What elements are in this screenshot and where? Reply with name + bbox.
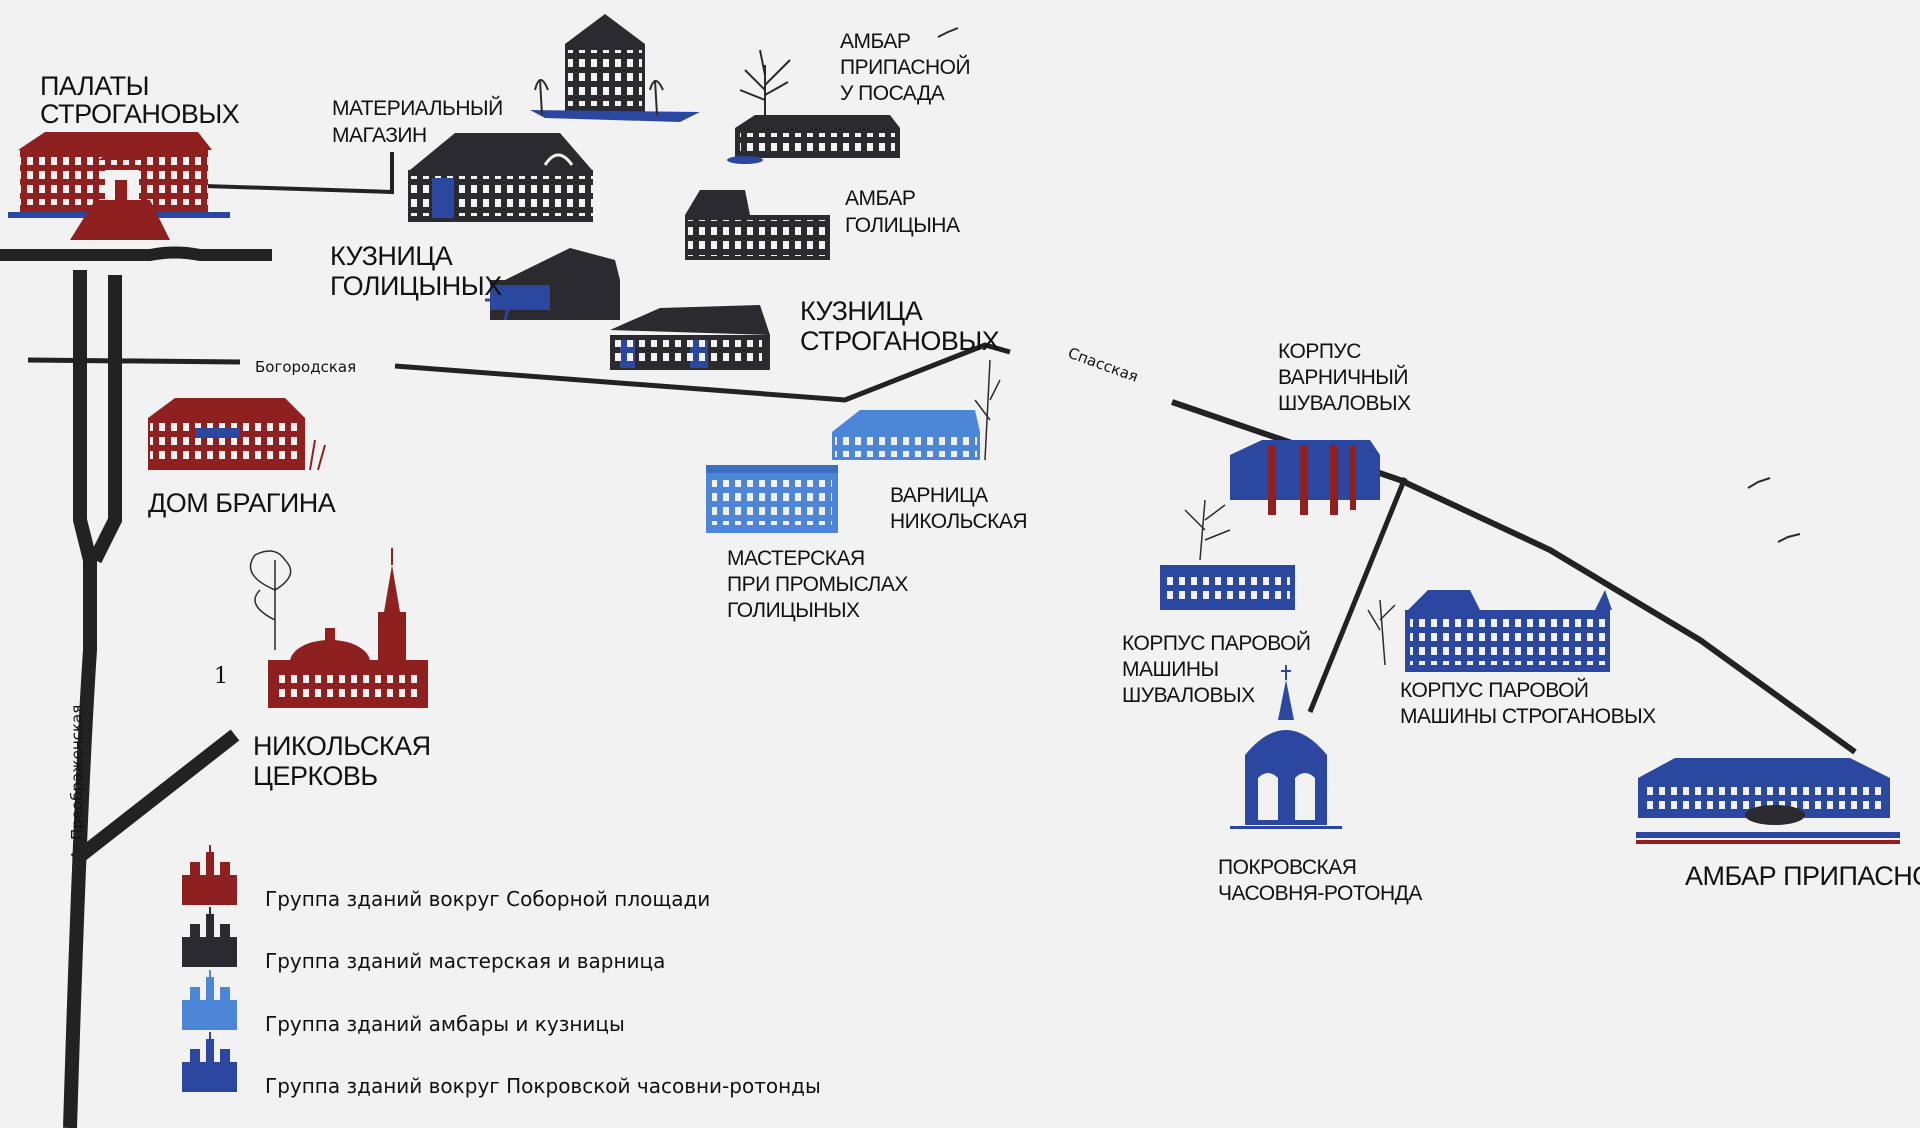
label-korpus-parovoi-stroganovykh: КОРПУС ПАРОВОЙ МАШИНЫ СТРОГАНОВЫХ	[1400, 678, 1656, 728]
legend-label: Группа зданий вокруг Соборной площади	[265, 887, 710, 911]
building-korpus-parovoi-shuvalovykh[interactable]	[1160, 499, 1295, 610]
marker-number: 1	[214, 664, 228, 689]
building-ambar-pripasnoi[interactable]	[1636, 758, 1900, 844]
building-pokrovskaya-chasovnya[interactable]	[1230, 665, 1342, 829]
roads	[0, 152, 1857, 1128]
building-ambar-golitsyna[interactable]	[685, 190, 830, 260]
building-korpus-varnichnyi[interactable]	[1230, 440, 1380, 515]
legend: Группа зданий вокруг Соборной площади Гр…	[182, 845, 821, 1098]
label-kuznitsa-golitsynykh: КУЗНИЦА ГОЛИЦЫНЫХ	[330, 241, 502, 301]
building-kuznitsa-golitsynykh[interactable]	[485, 248, 620, 321]
building-materialnyi-magazin[interactable]	[408, 133, 593, 222]
street-bogorodskaya: Богородская	[255, 358, 356, 376]
label-ambar-pripasnoi: АМБАР ПРИПАСНОЙ	[1685, 860, 1920, 891]
label-palaty: ПАЛАТЫ СТРОГАНОВЫХ	[40, 71, 240, 129]
label-pokrovskaya: ПОКРОВСКАЯ ЧАСОВНЯ-РОТОНДА	[1218, 856, 1422, 905]
building-masterskaya[interactable]	[706, 465, 838, 533]
road-bogorodskaya-2	[394, 342, 1011, 403]
road-diagonal	[70, 729, 240, 866]
label-masterskaya: МАСТЕРСКАЯ ПРИ ПРОМЫСЛАХ ГОЛИЦЫНЫХ	[727, 547, 913, 622]
road-preobrazhenskaya-left	[63, 270, 97, 1128]
building-tall-house[interactable]	[530, 14, 700, 122]
building-dom-bragina[interactable]	[148, 398, 326, 471]
label-materialnyi: МАТЕРИАЛЬНЫЙ МАГАЗИН	[332, 96, 508, 147]
building-labels: ПАЛАТЫ СТРОГАНОВЫХ МАТЕРИАЛЬНЫЙ МАГАЗИН …	[40, 30, 1920, 905]
label-kuznitsa-stroganovykh: КУЗНИЦА СТРОГАНОВЫХ	[800, 296, 1000, 356]
legend-item: Группа зданий мастерская и варница	[182, 907, 665, 973]
legend-item: Группа зданий вокруг Покровской часовни-…	[182, 1032, 821, 1098]
birds	[937, 27, 1801, 543]
legend-label: Группа зданий вокруг Покровской часовни-…	[265, 1074, 821, 1098]
building-varnitsa-nikolskaya[interactable]	[832, 359, 1001, 461]
street-preobrazhenskaya: Преображенская	[68, 705, 86, 840]
church-icon	[182, 845, 237, 905]
label-varnitsa: ВАРНИЦА НИКОЛЬСКАЯ	[890, 484, 1027, 533]
label-dom-bragina: ДОМ БРАГИНА	[148, 488, 336, 518]
building-kuznitsa-stroganovykh[interactable]	[610, 305, 770, 370]
label-korpus-parovoi-shuvalovykh: КОРПУС ПАРОВОЙ МАШИНЫ ШУВАЛОВЫХ	[1122, 631, 1316, 707]
church-icon	[182, 907, 237, 967]
label-nikolskaya-tserkov: НИКОЛЬСКАЯ ЦЕРКОВЬ	[253, 731, 438, 791]
road-branch	[1307, 477, 1408, 713]
label-ambar-golitsyna: АМБАР ГОЛИЦЫНА	[845, 187, 960, 237]
building-ambar-u-posada[interactable]	[727, 49, 900, 164]
road-top	[0, 246, 272, 261]
church-icon	[182, 970, 237, 1030]
label-ambar-u-posada: АМБАР ПРИПАСНОЙ У ПОСАДА	[840, 30, 975, 105]
building-palaty-stroganovykh[interactable]	[8, 132, 230, 240]
legend-label: Группа зданий амбары и кузницы	[265, 1012, 625, 1036]
legend-item: Группа зданий вокруг Соборной площади	[182, 845, 710, 911]
street-spasskaya: Спасская	[1066, 344, 1141, 386]
building-nikolskaya-tserkov[interactable]	[249, 548, 429, 708]
church-icon	[182, 1032, 237, 1092]
building-korpus-parovoi-stroganovykh[interactable]	[1367, 590, 1612, 672]
road-bogorodskaya	[27, 357, 241, 365]
road-preobrazhenskaya-right	[88, 275, 122, 564]
legend-item: Группа зданий амбары и кузницы	[182, 970, 625, 1036]
legend-label: Группа зданий мастерская и варница	[265, 949, 665, 973]
label-korpus-varnichnyi: КОРПУС ВАРНИЧНЫЙ ШУВАЛОВЫХ	[1278, 340, 1413, 415]
